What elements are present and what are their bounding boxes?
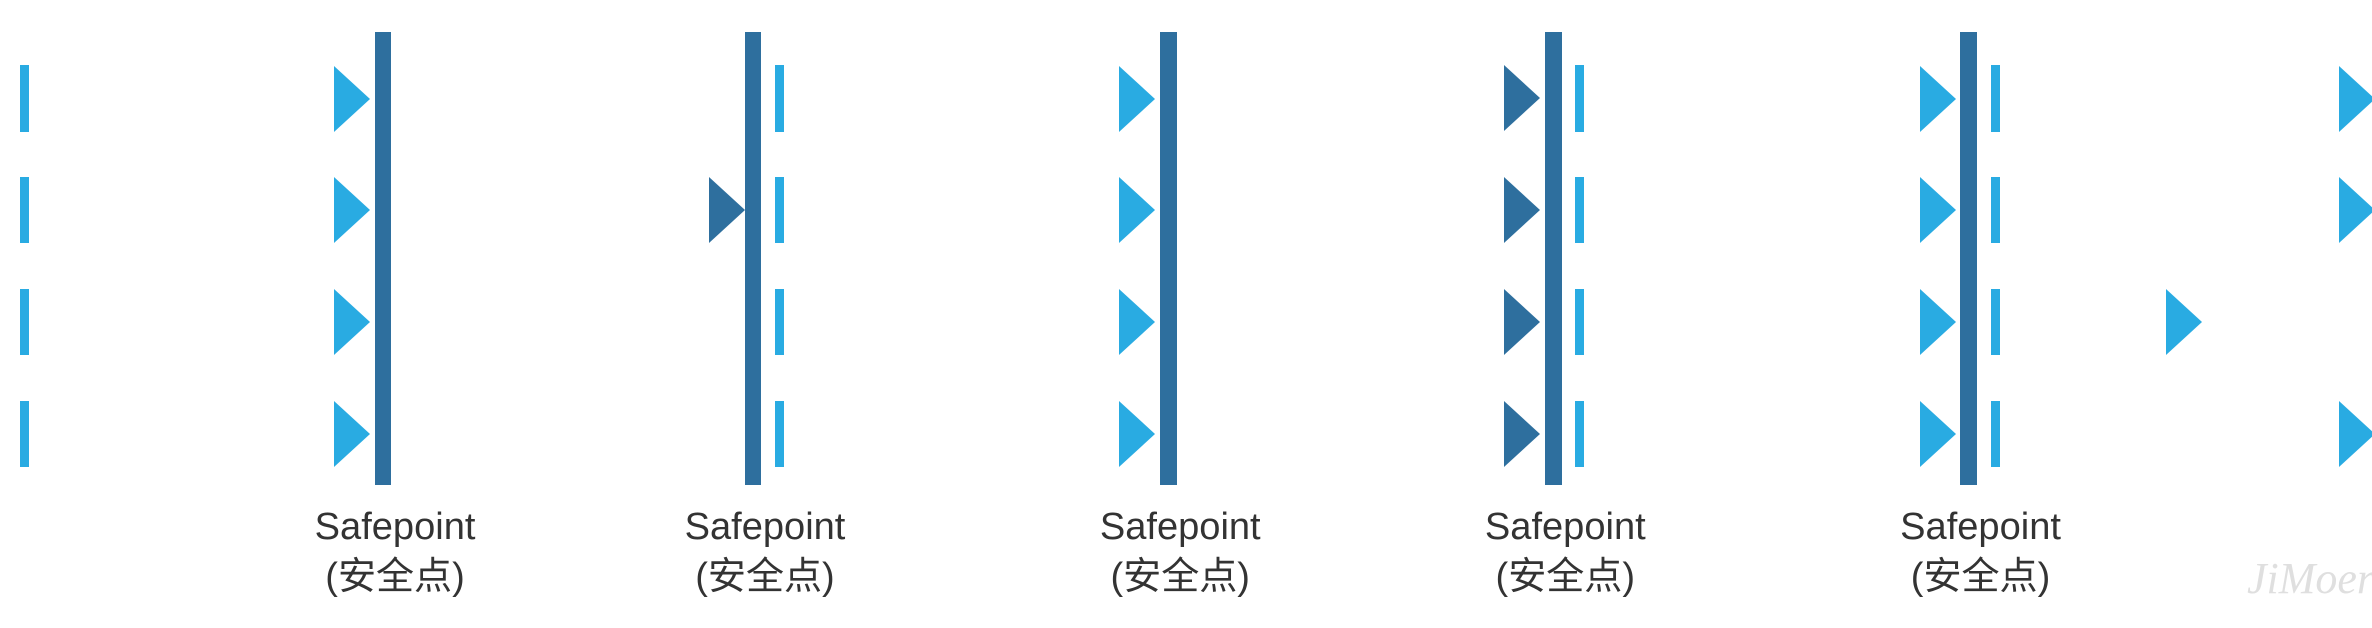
safepoint-label: Safepoint(安全点) (1100, 503, 1261, 602)
flow-arrow: 用户线程4 (1575, 401, 1955, 467)
safepoint-bar (1960, 32, 1977, 485)
arrow-label: 用户线程2 (784, 188, 1119, 233)
watermark: JiMoer (2247, 553, 2372, 604)
safepoint-bar (1545, 32, 1562, 485)
flow-arrow: 用户线程1 (1575, 65, 1955, 131)
arrow-label: 用户线程2 (29, 188, 334, 233)
flow-arrow: 重置线程 (1991, 289, 2202, 355)
flow-arrow: 并发标记 (775, 289, 1155, 355)
arrow-label: 用户线程2 (2000, 188, 2340, 233)
arrow-label: 用户线程1 (784, 76, 1119, 121)
flow-arrow: 用户线程2 (1575, 177, 1955, 243)
arrow-label: 用户线程1 (1584, 76, 1919, 121)
arrow-label: 用户线程1 (29, 76, 334, 121)
arrow-label: 用户线程1 (2000, 76, 2340, 121)
flow-arrow: 重新标记 (1190, 65, 1540, 131)
safepoint-label: Safepoint(安全点) (1485, 503, 1646, 602)
arrow-label: 重新标记 (1190, 299, 1504, 344)
arrow-label: 用户线程3 (2000, 411, 2340, 456)
diagram-canvas: Safepoint(安全点) Safepoint(安全点) Safepoint(安全… (20, 20, 2372, 608)
safepoint-label: Safepoint(安全点) (685, 503, 846, 602)
arrow-label: 并发清理 (1584, 299, 1919, 344)
arrow-label: 用户线程4 (784, 411, 1119, 456)
arrow-label: 重置线程 (2000, 299, 2166, 344)
arrow-label: 重新标记 (1190, 411, 1504, 456)
flow-arrow: 用户线程1 (1991, 65, 2372, 131)
safepoint-label: Safepoint(安全点) (315, 503, 476, 602)
safepoint-bar (745, 32, 762, 485)
arrow-label: 并发标记 (784, 299, 1119, 344)
arrow-label: 用户线程4 (1584, 411, 1919, 456)
flow-arrow: 用户线程2 (20, 177, 370, 243)
flow-arrow: 用户线程4 (775, 401, 1155, 467)
flow-arrow: 用户线程2 (775, 177, 1155, 243)
arrow-label: 初始标记 (405, 187, 709, 232)
flow-arrow: 用户线程2 (1991, 177, 2372, 243)
safepoint-bar (1160, 32, 1177, 485)
flow-arrow: 重新标记 (1190, 177, 1540, 243)
arrow-label: 重新标记 (1190, 76, 1504, 121)
safepoint-bar (375, 32, 392, 485)
flow-arrow: 用户线程3 (1991, 401, 2372, 467)
flow-arrow: 并发清理 (1575, 289, 1955, 355)
flow-arrow: 重新标记 (1190, 401, 1540, 467)
safepoint-label: Safepoint(安全点) (1900, 503, 2061, 602)
arrow-label: 用户线程3 (29, 299, 334, 344)
flow-arrow: 重新标记 (1190, 289, 1540, 355)
arrow-label: 用户线程4 (29, 411, 334, 456)
flow-arrow: 初始标记 (405, 177, 745, 243)
arrow-label: 用户线程2 (1584, 188, 1919, 233)
arrow-label: 重新标记 (1190, 187, 1504, 232)
flow-arrow: 用户线程3 (20, 289, 370, 355)
flow-arrow: 用户线程1 (20, 65, 370, 131)
flow-arrow: 用户线程1 (775, 65, 1155, 131)
flow-arrow: 用户线程4 (20, 401, 370, 467)
